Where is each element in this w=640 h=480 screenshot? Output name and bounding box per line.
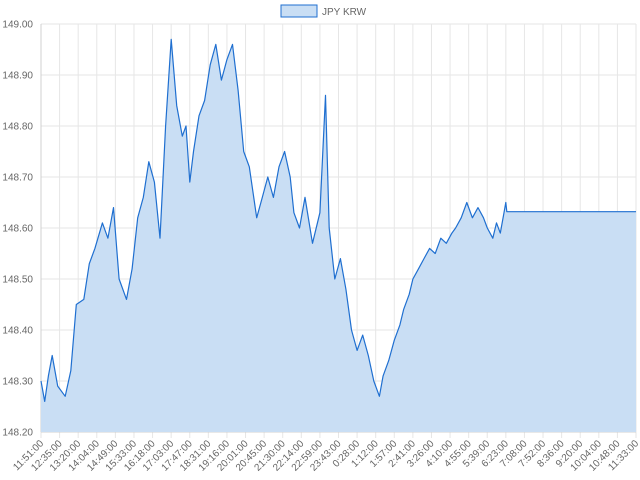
y-axis-ticks: 148.20 148.30 148.40 148.50 148.60 148.70 148.…	[2, 20, 33, 439]
series-line-jpy-krw	[40, 38, 636, 402]
y-tick-label: 148.60	[2, 224, 33, 235]
y-tick-label: 148.30	[2, 377, 33, 388]
legend-swatch-jpy-krw[interactable]	[280, 4, 318, 18]
y-tick-label: 148.40	[2, 326, 33, 337]
series-layer	[40, 38, 636, 433]
legend[interactable]: JPY KRW	[280, 4, 367, 18]
legend-label-jpy-krw[interactable]: JPY KRW	[322, 7, 367, 18]
y-tick-label: 148.20	[2, 428, 33, 439]
series-area-jpy-krw	[41, 39, 636, 433]
y-tick-label: 148.80	[2, 122, 33, 133]
y-tick-label: 148.50	[2, 275, 33, 286]
y-tick-label: 149.00	[2, 20, 33, 31]
x-axis-ticks: 11:51:0012:35:0013:20:0014:04:0014:49:00…	[11, 438, 640, 474]
y-tick-label: 148.70	[2, 173, 33, 184]
y-tick-label: 148.90	[2, 71, 33, 82]
